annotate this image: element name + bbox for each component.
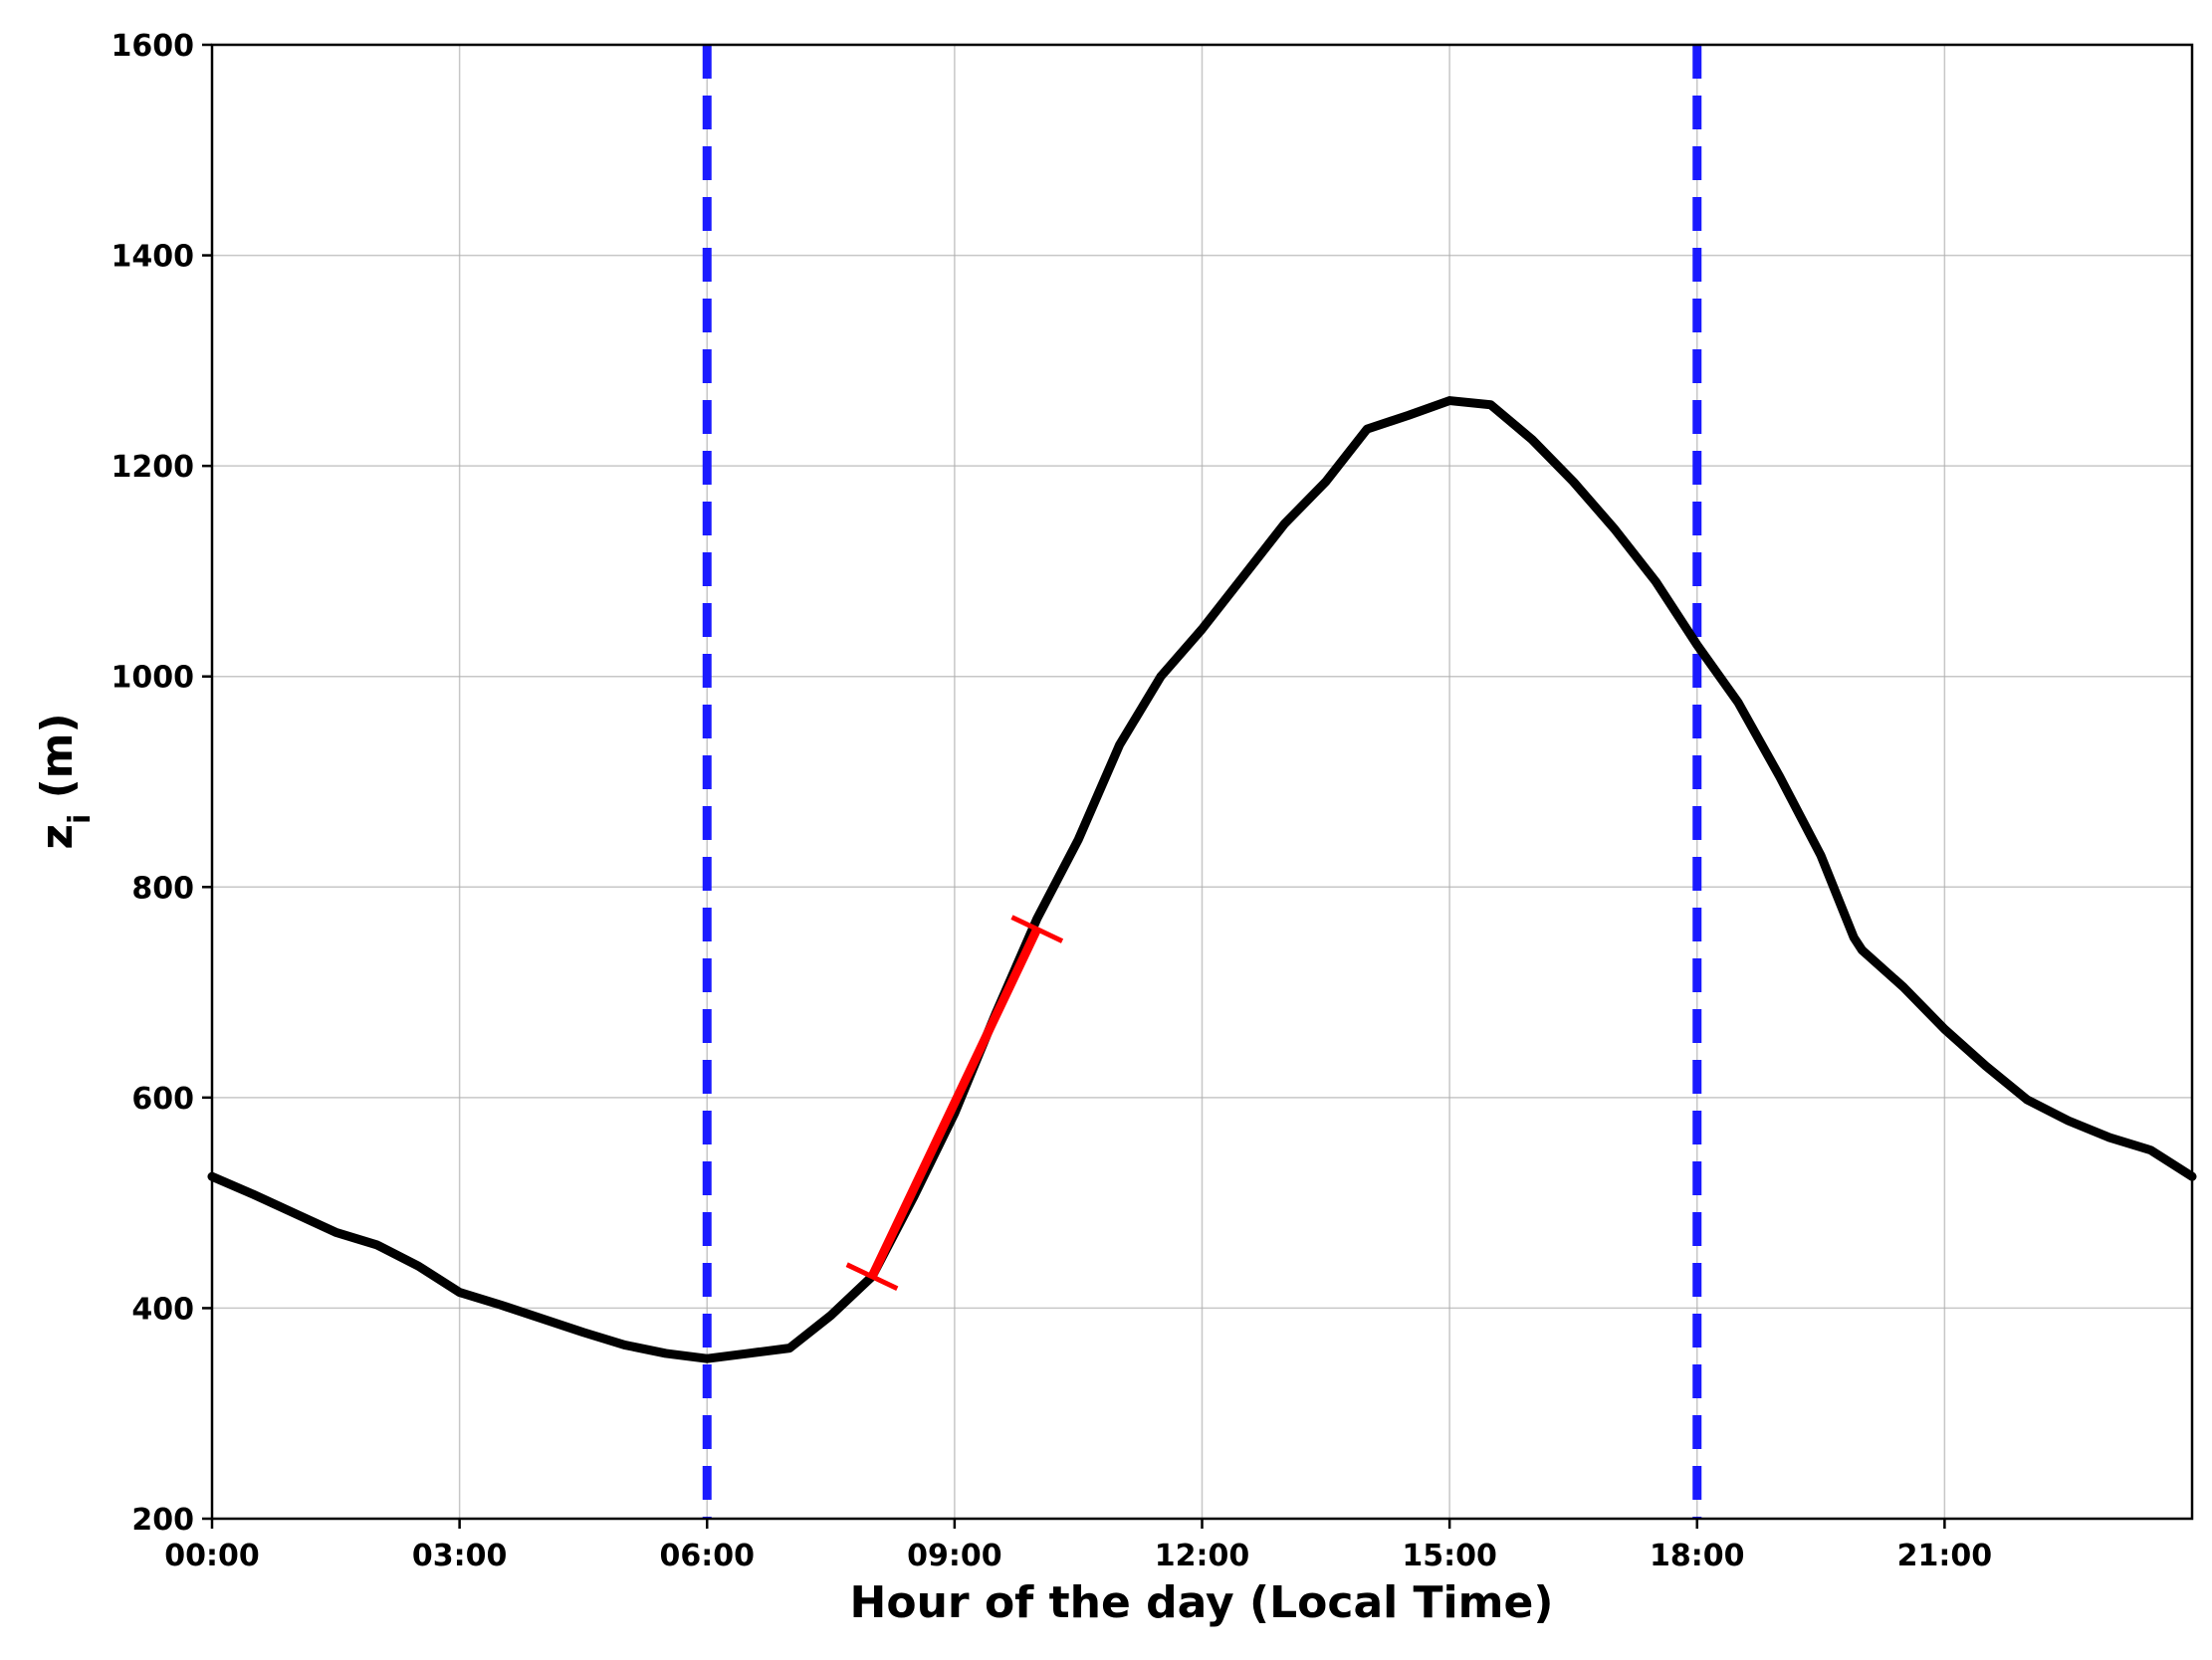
- x-axis-label: Hour of the day (Local Time): [850, 1577, 1554, 1628]
- x-tick-label: 09:00: [907, 1539, 1002, 1573]
- y-tick-label: 1200: [111, 450, 195, 485]
- x-tick-label: 21:00: [1897, 1539, 1993, 1573]
- x-tick-label: 15:00: [1402, 1539, 1497, 1573]
- y-tick-label: 600: [131, 1082, 194, 1117]
- x-tick-label: 00:00: [164, 1539, 260, 1573]
- x-tick-label: 12:00: [1155, 1539, 1250, 1573]
- y-tick-label: 1000: [111, 661, 195, 696]
- y-tick-label: 1400: [111, 240, 195, 275]
- vertical-lines: [702, 45, 1702, 1519]
- x-tick-label: 03:00: [412, 1539, 508, 1573]
- fit-segment: [845, 915, 1064, 1291]
- y-axis-label: zi (m): [32, 713, 98, 849]
- fit-line: [867, 927, 1041, 1279]
- y-tick-label: 400: [131, 1292, 194, 1327]
- x-tick-label: 06:00: [660, 1539, 756, 1573]
- series-layer: [207, 396, 2197, 1363]
- tick-layer: 00:00 03:00 06:00 09:00 12:00 15:00 18:00 21:00…: [111, 29, 1993, 1573]
- y-tick-label: 1600: [111, 29, 195, 64]
- y-axis-label-main: z: [32, 824, 83, 850]
- y-tick-label: 800: [131, 871, 194, 906]
- y-axis-label-unit: (m): [32, 713, 83, 813]
- x-tick-label: 18:00: [1650, 1539, 1745, 1573]
- y-axis-label-sub: i: [63, 814, 98, 824]
- y-tick-label: 200: [131, 1503, 194, 1538]
- fit-end-cap: [845, 1262, 899, 1291]
- fit-end-cap: [1010, 915, 1064, 943]
- series-line: [207, 396, 2197, 1363]
